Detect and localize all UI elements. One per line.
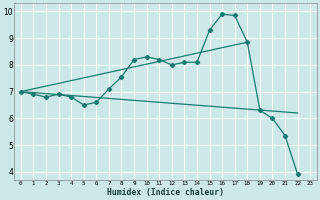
X-axis label: Humidex (Indice chaleur): Humidex (Indice chaleur) xyxy=(107,188,224,197)
